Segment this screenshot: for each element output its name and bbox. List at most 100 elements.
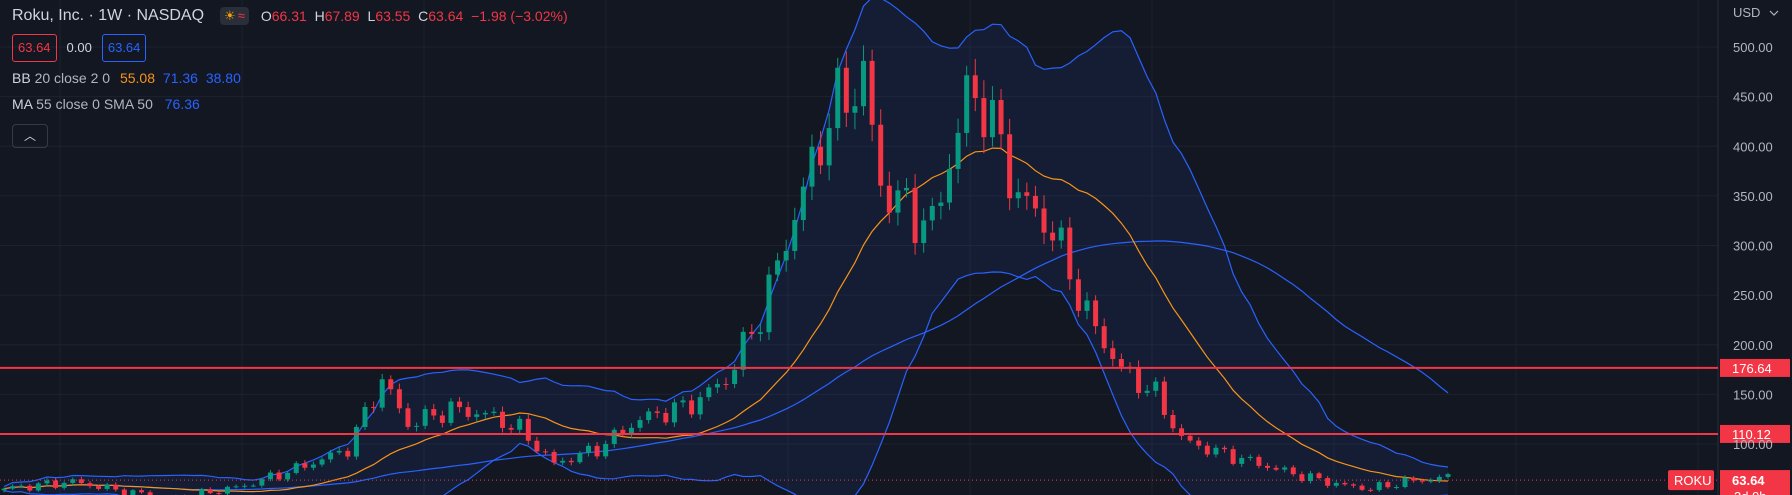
ma-indicator-legend[interactable]: MA 55 close 0 SMA 50 76.36 — [12, 96, 200, 112]
candle-body — [809, 146, 815, 187]
candle-body — [405, 408, 411, 427]
candle-body — [826, 128, 832, 166]
candle-body — [1273, 467, 1279, 470]
y-tick-label: 300.00 — [1733, 239, 1773, 254]
candle-body — [861, 60, 867, 107]
candle-body — [929, 205, 935, 221]
candle-body — [946, 168, 952, 203]
candle-body — [869, 60, 875, 125]
symbol-badge: ROKU — [1674, 473, 1712, 488]
sell-price-button[interactable]: 63.64 — [12, 34, 57, 62]
candle-body — [835, 67, 841, 129]
buy-price-button[interactable]: 63.64 — [101, 34, 147, 62]
candle-body — [1342, 482, 1348, 485]
chevron-down-icon — [1769, 10, 1779, 16]
candle-body — [663, 412, 669, 423]
candle-body — [1153, 381, 1159, 391]
candle-body — [139, 490, 145, 493]
candle-body — [568, 460, 574, 463]
collapse-legend-button[interactable]: ︿ — [12, 124, 48, 148]
spread-value: 0.00 — [66, 40, 92, 55]
bb-indicator-legend[interactable]: BB 20 close 2 0 55.08 71.36 38.80 — [12, 70, 241, 86]
candle-body — [611, 429, 617, 444]
candle-body — [689, 400, 695, 415]
candle-body — [1110, 348, 1116, 360]
candle-body — [706, 387, 712, 398]
candle-body — [439, 415, 445, 423]
candle-body — [216, 493, 222, 495]
candle-body — [345, 450, 351, 457]
candle-body — [130, 490, 136, 495]
sun-icon: ☀ — [224, 8, 236, 23]
candle-body — [1428, 480, 1434, 482]
candle-body — [757, 332, 763, 334]
y-tick-label: 400.00 — [1733, 139, 1773, 154]
candle-body — [250, 485, 256, 487]
chart-legend: Roku, Inc. · 1W · NASDAQ ☀ ≈ O66.31 H67.… — [12, 6, 568, 148]
candle-body — [1136, 367, 1142, 393]
market-status-badge[interactable]: ☀ ≈ — [220, 7, 249, 25]
chevron-up-icon: ︿ — [23, 129, 36, 143]
candle-body — [70, 479, 76, 483]
candle-body — [508, 427, 514, 430]
candle-body — [1015, 192, 1021, 199]
candle-body — [1213, 447, 1219, 455]
candle-body — [233, 486, 239, 488]
candle-body — [44, 480, 50, 484]
candle-body — [1385, 482, 1391, 488]
y-tick-label: 100.00 — [1733, 437, 1773, 452]
candle-body — [482, 412, 488, 415]
candle-body — [1411, 477, 1417, 481]
candle-body — [465, 407, 471, 417]
candle-body — [1393, 487, 1399, 489]
candle-body — [1, 488, 7, 491]
candle-body — [293, 463, 299, 473]
candle-body — [1024, 192, 1030, 196]
candle-body — [371, 406, 377, 408]
candle-body — [766, 274, 772, 333]
candle-body — [1299, 474, 1305, 482]
candle-body — [491, 411, 497, 413]
candle-body — [35, 483, 41, 491]
candle-body — [1187, 435, 1193, 441]
candle-body — [1265, 465, 1270, 468]
candle-body — [818, 146, 824, 166]
candle-body — [1333, 482, 1339, 486]
candle-body — [1041, 208, 1047, 233]
candle-body — [852, 106, 858, 113]
symbol-title[interactable]: Roku, Inc. · 1W · NASDAQ — [12, 7, 205, 24]
candle-body — [396, 389, 402, 409]
y-tick-label: 450.00 — [1733, 90, 1773, 105]
candle-body — [534, 440, 540, 452]
candle-body — [1402, 477, 1408, 488]
candle-body — [912, 187, 918, 244]
price-line-label: 110.12 — [1732, 427, 1771, 442]
candle-body — [620, 429, 626, 435]
candle-body — [895, 190, 901, 213]
candle-body — [998, 100, 1004, 135]
candle-body — [1256, 456, 1262, 466]
candles — [1, 45, 1451, 495]
candle-body — [1239, 458, 1245, 464]
candle-body — [422, 409, 428, 426]
candle-body — [1058, 227, 1064, 241]
candle-body — [1075, 279, 1081, 311]
candle-body — [1093, 300, 1099, 327]
candle-body — [594, 445, 600, 457]
candle-body — [543, 451, 548, 453]
candle-body — [302, 463, 308, 468]
candle-body — [276, 472, 282, 480]
candle-body — [1084, 300, 1090, 311]
countdown-label: 3d 9h — [1734, 489, 1767, 495]
bollinger-band-fill — [4, 0, 1448, 495]
candle-body — [1368, 489, 1374, 491]
candle-body — [1350, 484, 1356, 486]
candle-body — [517, 418, 523, 430]
candle-body — [1101, 326, 1107, 349]
candle-body — [500, 411, 506, 428]
candle-body — [654, 411, 660, 413]
candle-body — [989, 100, 995, 138]
candle-body — [775, 260, 781, 275]
candle-body — [1161, 381, 1167, 415]
